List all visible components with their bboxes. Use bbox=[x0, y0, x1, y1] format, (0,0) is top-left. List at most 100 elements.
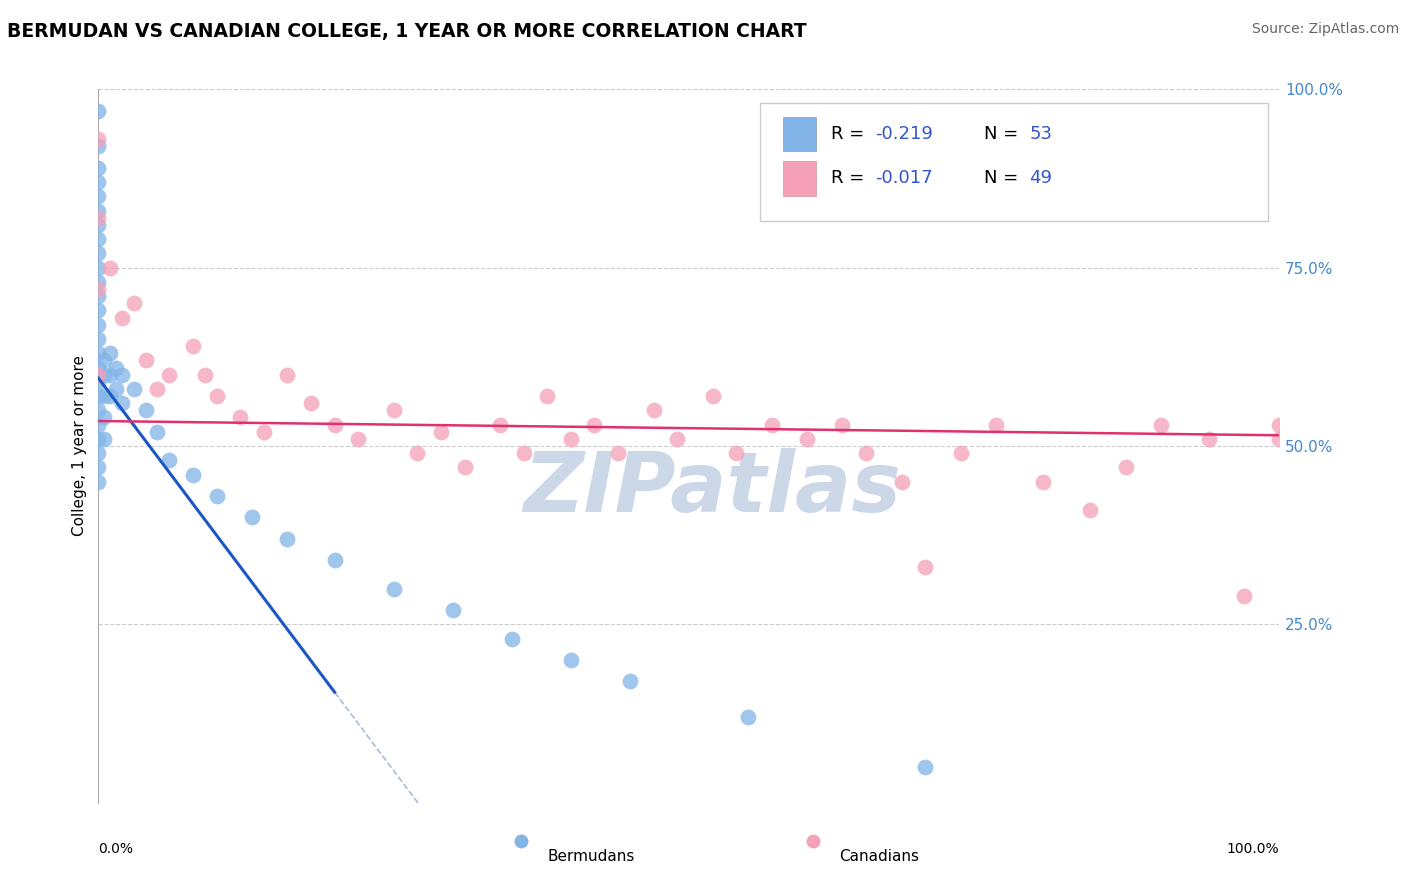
Point bbox=[619, 674, 641, 689]
Point bbox=[93, 353, 115, 368]
Point bbox=[382, 403, 405, 417]
Point bbox=[323, 417, 346, 432]
Text: Canadians: Canadians bbox=[839, 849, 920, 864]
FancyBboxPatch shape bbox=[783, 117, 817, 152]
Point bbox=[146, 382, 169, 396]
Point bbox=[253, 425, 276, 439]
Text: R =: R = bbox=[831, 125, 870, 143]
Point bbox=[135, 353, 157, 368]
Point bbox=[347, 432, 370, 446]
Point bbox=[87, 103, 110, 118]
Point bbox=[441, 603, 464, 617]
Point bbox=[87, 275, 110, 289]
Point bbox=[914, 560, 936, 574]
Text: -0.017: -0.017 bbox=[876, 169, 934, 187]
Point bbox=[111, 368, 134, 382]
Point bbox=[157, 453, 180, 467]
Point bbox=[105, 382, 128, 396]
Point bbox=[583, 417, 606, 432]
Point bbox=[87, 303, 110, 318]
Point bbox=[702, 389, 724, 403]
Point bbox=[87, 403, 110, 417]
Point bbox=[453, 460, 475, 475]
Point bbox=[87, 360, 110, 375]
Point bbox=[194, 368, 217, 382]
Point bbox=[607, 446, 630, 460]
Point bbox=[93, 410, 115, 425]
Point bbox=[98, 368, 121, 382]
Point bbox=[855, 446, 877, 460]
Point bbox=[1268, 417, 1291, 432]
Point bbox=[643, 403, 665, 417]
Point bbox=[240, 510, 263, 524]
Point bbox=[87, 375, 110, 389]
Point bbox=[87, 289, 110, 303]
Point bbox=[111, 310, 134, 325]
Text: -0.219: -0.219 bbox=[876, 125, 934, 143]
Point bbox=[87, 282, 110, 296]
Point bbox=[87, 211, 110, 225]
Point bbox=[146, 425, 169, 439]
Point bbox=[87, 203, 110, 218]
Point bbox=[111, 396, 134, 410]
Text: Source: ZipAtlas.com: Source: ZipAtlas.com bbox=[1251, 22, 1399, 37]
Point bbox=[1080, 503, 1102, 517]
Point bbox=[299, 396, 322, 410]
Text: BERMUDAN VS CANADIAN COLLEGE, 1 YEAR OR MORE CORRELATION CHART: BERMUDAN VS CANADIAN COLLEGE, 1 YEAR OR … bbox=[7, 22, 807, 41]
Point bbox=[536, 389, 558, 403]
Point bbox=[98, 389, 121, 403]
Y-axis label: College, 1 year or more: College, 1 year or more bbox=[72, 356, 87, 536]
Point bbox=[1198, 432, 1220, 446]
FancyBboxPatch shape bbox=[759, 103, 1268, 221]
Point bbox=[105, 360, 128, 375]
Point bbox=[205, 489, 228, 503]
Point bbox=[87, 475, 110, 489]
Point bbox=[1115, 460, 1137, 475]
Point bbox=[229, 410, 252, 425]
Point bbox=[93, 432, 115, 446]
Point bbox=[87, 246, 110, 260]
Point bbox=[87, 218, 110, 232]
Point bbox=[87, 389, 110, 403]
Point bbox=[157, 368, 180, 382]
Text: R =: R = bbox=[831, 169, 870, 187]
Point bbox=[98, 346, 121, 360]
Point bbox=[890, 475, 912, 489]
Point bbox=[93, 368, 115, 382]
Point bbox=[87, 417, 110, 432]
Point bbox=[666, 432, 689, 446]
Point bbox=[87, 368, 110, 382]
Point bbox=[87, 132, 110, 146]
Point bbox=[181, 467, 204, 482]
Text: ZIPatlas: ZIPatlas bbox=[523, 449, 901, 529]
Point bbox=[725, 446, 748, 460]
Point bbox=[87, 161, 110, 175]
Point bbox=[430, 425, 453, 439]
Point bbox=[796, 432, 818, 446]
Point bbox=[135, 403, 157, 417]
Point bbox=[87, 260, 110, 275]
Point bbox=[1032, 475, 1054, 489]
Point bbox=[560, 653, 582, 667]
Text: 100.0%: 100.0% bbox=[1227, 842, 1279, 856]
Text: Bermudans: Bermudans bbox=[547, 849, 634, 864]
Point bbox=[181, 339, 204, 353]
Point bbox=[87, 318, 110, 332]
Point bbox=[323, 553, 346, 567]
Point bbox=[87, 460, 110, 475]
Point bbox=[737, 710, 759, 724]
Point bbox=[87, 232, 110, 246]
Point bbox=[122, 382, 145, 396]
Point bbox=[949, 446, 972, 460]
Point bbox=[98, 260, 121, 275]
Point bbox=[205, 389, 228, 403]
Point bbox=[87, 432, 110, 446]
Point bbox=[87, 346, 110, 360]
Text: 53: 53 bbox=[1029, 125, 1052, 143]
Point bbox=[93, 389, 115, 403]
Point bbox=[276, 368, 298, 382]
Text: 0.0%: 0.0% bbox=[98, 842, 134, 856]
Point bbox=[489, 417, 512, 432]
FancyBboxPatch shape bbox=[783, 161, 817, 195]
Point bbox=[122, 296, 145, 310]
